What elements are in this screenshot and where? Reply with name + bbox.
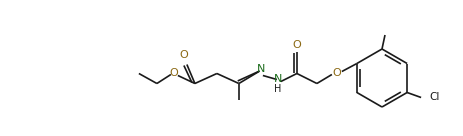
Text: N: N xyxy=(257,64,265,73)
Text: O: O xyxy=(332,69,341,78)
Text: O: O xyxy=(293,39,301,50)
Text: Cl: Cl xyxy=(429,92,439,103)
Text: O: O xyxy=(180,50,188,60)
Text: O: O xyxy=(169,67,178,78)
Text: N: N xyxy=(274,73,282,84)
Text: H: H xyxy=(274,84,282,94)
